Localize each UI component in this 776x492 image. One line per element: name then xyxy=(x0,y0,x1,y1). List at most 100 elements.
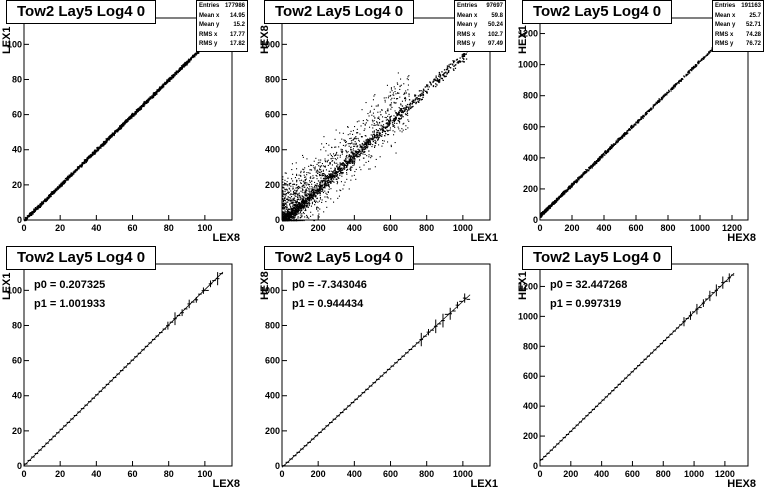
data-point xyxy=(284,217,286,219)
data-point xyxy=(311,180,313,182)
data-point xyxy=(391,122,394,124)
data-point xyxy=(293,220,295,222)
data-point xyxy=(291,220,293,222)
data-point xyxy=(303,220,305,222)
data-point xyxy=(71,173,74,175)
data-point xyxy=(372,112,374,114)
data-point xyxy=(445,71,447,73)
data-point xyxy=(387,97,389,99)
data-point xyxy=(27,215,29,217)
data-point xyxy=(603,152,605,154)
data-point xyxy=(382,140,384,142)
data-point xyxy=(362,157,364,159)
data-point xyxy=(319,168,321,170)
data-point xyxy=(347,157,349,159)
data-point xyxy=(393,97,395,99)
data-point xyxy=(324,175,326,178)
data-point xyxy=(105,142,107,144)
stats-value: 177986 xyxy=(224,3,245,9)
data-point xyxy=(185,63,187,65)
data-point xyxy=(283,207,285,209)
data-point xyxy=(418,90,421,92)
data-point xyxy=(320,159,322,161)
data-point xyxy=(365,102,367,104)
stats-label: Mean y xyxy=(457,22,478,28)
data-point xyxy=(642,117,644,119)
data-point xyxy=(302,199,304,201)
data-point xyxy=(399,108,401,110)
data-point xyxy=(70,173,72,175)
data-point xyxy=(390,146,392,148)
data-point xyxy=(296,181,298,183)
data-point xyxy=(386,122,388,124)
data-point xyxy=(312,175,314,177)
data-point xyxy=(299,212,301,214)
data-point xyxy=(314,193,316,195)
data-point xyxy=(312,193,314,196)
data-point xyxy=(456,58,458,60)
data-point xyxy=(332,157,334,159)
data-point xyxy=(360,125,362,127)
data-point xyxy=(305,188,307,190)
data-point xyxy=(326,178,328,180)
data-point xyxy=(309,203,311,205)
data-point xyxy=(411,106,413,108)
data-point xyxy=(297,206,300,208)
data-point xyxy=(86,158,89,160)
data-point xyxy=(418,99,421,101)
data-point xyxy=(346,165,348,167)
data-point xyxy=(453,65,455,67)
data-point xyxy=(293,183,295,185)
data-point xyxy=(352,130,354,132)
data-point xyxy=(336,174,338,177)
data-point xyxy=(286,201,288,203)
data-point xyxy=(328,179,330,181)
data-point xyxy=(426,92,428,94)
data-point xyxy=(310,199,312,201)
data-point xyxy=(304,192,306,194)
data-point xyxy=(388,120,390,122)
data-point xyxy=(460,60,462,63)
data-point xyxy=(300,203,302,205)
data-point xyxy=(292,206,294,208)
data-point xyxy=(327,191,329,193)
data-point xyxy=(183,64,185,66)
data-point xyxy=(292,214,294,216)
data-point xyxy=(299,206,301,208)
data-point xyxy=(169,77,172,79)
data-point xyxy=(315,200,317,202)
data-point xyxy=(296,168,298,170)
data-point xyxy=(340,181,342,183)
data-point xyxy=(309,197,311,199)
data-point xyxy=(353,150,355,152)
data-point xyxy=(282,186,284,188)
data-point xyxy=(373,123,375,125)
data-point xyxy=(463,53,465,55)
data-point xyxy=(415,97,417,99)
data-point xyxy=(147,100,149,102)
data-point xyxy=(126,119,128,121)
data-point xyxy=(188,60,190,62)
data-point xyxy=(360,136,362,138)
data-point xyxy=(57,186,59,188)
data-point xyxy=(420,94,422,96)
data-point xyxy=(302,185,304,187)
data-point xyxy=(368,154,370,156)
data-point xyxy=(352,153,354,156)
data-point xyxy=(144,104,146,106)
data-point xyxy=(50,194,52,196)
data-point xyxy=(309,180,311,182)
x-tick-label: 20 xyxy=(55,223,65,233)
data-point xyxy=(447,65,449,68)
data-point xyxy=(317,172,319,174)
data-point xyxy=(389,118,391,120)
data-point xyxy=(295,187,297,189)
data-point xyxy=(389,116,391,118)
data-point xyxy=(283,187,285,189)
data-point xyxy=(290,217,292,219)
data-point xyxy=(319,208,321,210)
data-point xyxy=(360,152,362,155)
data-point xyxy=(373,95,375,97)
data-point xyxy=(282,208,284,210)
data-point xyxy=(354,161,356,163)
